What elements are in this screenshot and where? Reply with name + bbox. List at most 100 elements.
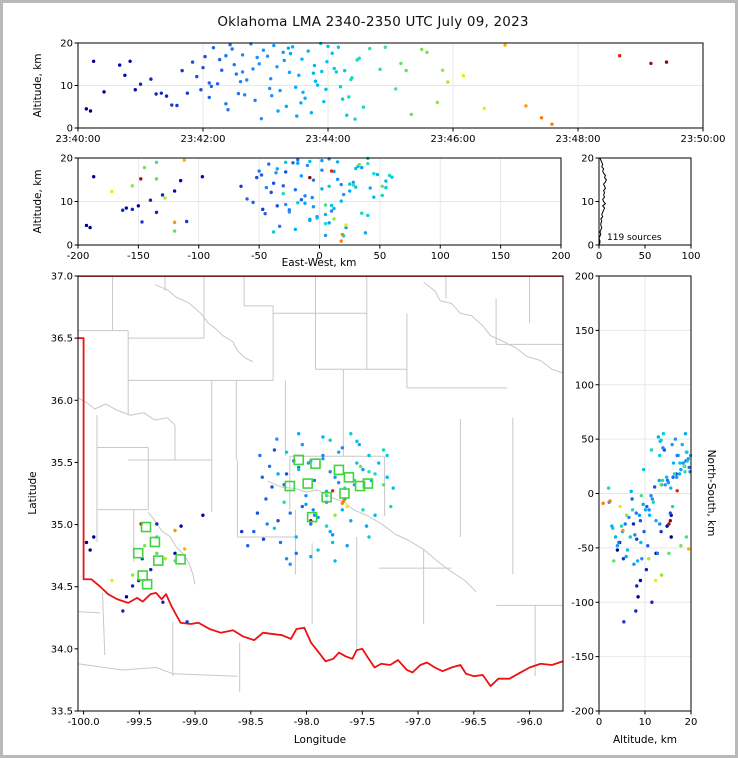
plot-canvas: 23:40:00 23:42:00 23:44:00 23:46:00 23:48:00…	[27, 39, 726, 747]
source-point	[270, 94, 274, 98]
source-point	[190, 60, 195, 64]
x-tick-label: 23:50:00	[681, 134, 726, 145]
ew-panel-xlabel: East-West, km	[282, 257, 357, 269]
source-point	[321, 453, 325, 458]
y-tick-label: 36.0	[51, 396, 73, 407]
source-point	[330, 533, 335, 537]
source-point	[284, 557, 289, 561]
source-point	[138, 82, 143, 86]
source-point	[224, 102, 228, 106]
x-tick-label: 23:42:00	[181, 134, 226, 145]
source-point	[360, 165, 364, 170]
source-point	[660, 478, 665, 483]
source-point	[272, 43, 276, 48]
source-point	[635, 584, 639, 588]
county-border	[172, 673, 238, 677]
source-point	[333, 513, 337, 517]
source-point	[680, 442, 684, 447]
source-point	[272, 526, 277, 530]
source-point	[399, 61, 403, 66]
source-point	[245, 197, 249, 201]
source-point	[270, 485, 274, 489]
source-point	[255, 175, 259, 180]
source-point	[651, 500, 655, 504]
source-point	[367, 470, 371, 474]
y-tick-label: 10	[60, 81, 73, 92]
x-tick-label: -97.5	[349, 717, 375, 728]
source-point	[323, 221, 328, 226]
county-border	[243, 276, 274, 307]
source-point	[650, 600, 654, 604]
source-point	[675, 489, 679, 493]
source-point	[128, 59, 132, 63]
ns-panel-bottom-xlabel: Altitude, km	[613, 734, 677, 746]
source-point	[294, 85, 298, 89]
source-point	[303, 201, 307, 205]
source-point	[390, 175, 394, 179]
cg-strike-square	[132, 547, 144, 559]
source-point	[634, 609, 638, 613]
source-point	[288, 562, 292, 566]
source-point	[357, 442, 361, 447]
source-point	[179, 524, 183, 528]
source-point	[655, 551, 660, 556]
source-point	[391, 486, 395, 490]
source-point	[239, 184, 243, 188]
source-point	[640, 557, 644, 561]
source-point	[287, 70, 292, 75]
source-point	[312, 63, 317, 68]
x-tick-label: -99.5	[126, 717, 152, 728]
map-layers	[78, 276, 563, 693]
source-point	[368, 186, 372, 190]
source-point	[155, 551, 159, 556]
source-point	[637, 513, 642, 517]
source-point	[636, 595, 640, 599]
source-point	[670, 504, 675, 509]
source-point	[384, 179, 388, 183]
x-tick-label: 150	[491, 251, 510, 262]
source-point	[170, 103, 174, 107]
source-point	[345, 113, 349, 117]
source-point	[304, 493, 308, 498]
source-point	[330, 51, 334, 55]
source-point	[357, 56, 361, 60]
source-point	[185, 620, 189, 624]
source-point	[251, 67, 255, 71]
source-point	[425, 50, 429, 55]
altitude-histogram-line	[598, 157, 607, 246]
x-tick-label: 100	[431, 251, 450, 262]
source-point	[682, 464, 686, 469]
source-point	[342, 68, 347, 73]
source-point	[324, 493, 329, 498]
source-point	[373, 472, 377, 476]
source-point	[643, 508, 648, 512]
source-point	[440, 68, 445, 72]
source-point	[638, 578, 643, 583]
source-point	[384, 185, 388, 190]
source-point	[320, 69, 324, 74]
source-point	[172, 220, 177, 225]
source-point	[283, 170, 288, 174]
source-point	[524, 104, 528, 108]
source-point	[672, 472, 677, 476]
source-point	[287, 210, 292, 214]
source-point	[347, 182, 352, 186]
source-point	[310, 195, 314, 200]
source-point	[180, 68, 184, 73]
source-point	[130, 184, 135, 188]
source-point	[185, 91, 190, 95]
source-point	[645, 504, 649, 509]
panel-altitude-northsouth: 0 10 20 200 150 100 50 0 -50 -100 -150 -200	[571, 272, 697, 729]
y-tick-label: 20	[581, 154, 594, 165]
source-point	[336, 480, 341, 485]
source-point	[305, 163, 310, 168]
source-point	[110, 189, 114, 194]
x-tick-label: 23:40:00	[56, 134, 101, 145]
source-point	[288, 511, 292, 515]
source-point	[259, 116, 264, 121]
source-point	[339, 239, 343, 243]
y-tick-label: -200	[571, 707, 594, 718]
x-tick-label: -96.0	[517, 717, 543, 728]
source-point	[622, 620, 626, 624]
source-point	[372, 195, 376, 199]
